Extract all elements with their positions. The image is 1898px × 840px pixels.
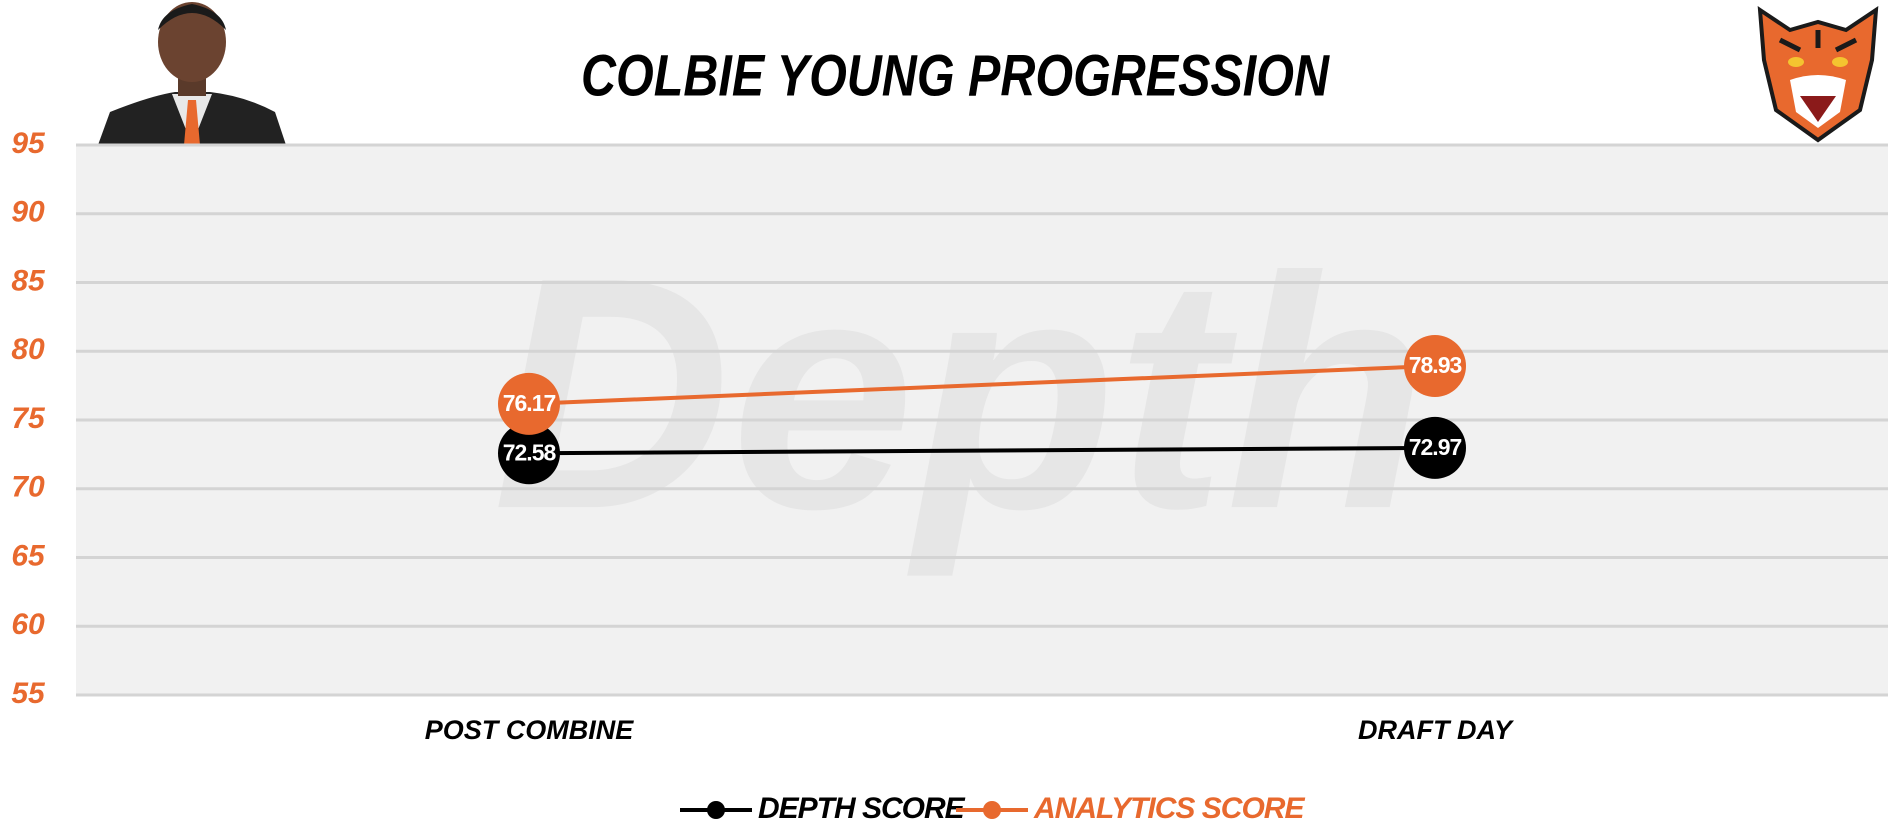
data-label: 78.93 (1409, 352, 1462, 378)
y-tick-label: 90 (11, 196, 45, 229)
data-label: 72.58 (503, 439, 557, 465)
data-label: 76.17 (503, 390, 556, 416)
y-tick-label: 65 (11, 539, 46, 572)
y-tick-label: 85 (11, 264, 46, 297)
data-point (498, 422, 560, 485)
x-tick-label: DRAFT DAY (1358, 715, 1515, 745)
y-tick-label: 70 (11, 471, 45, 504)
data-point (1404, 334, 1466, 397)
data-point (498, 372, 560, 435)
data-label: 72.97 (1409, 434, 1462, 460)
y-tick-label: 95 (11, 127, 46, 160)
legend-label: DEPTH SCORE (758, 792, 966, 825)
y-tick-label: 80 (11, 333, 45, 366)
legend-label: ANALYTICS SCORE (1033, 792, 1305, 825)
player-photo (98, 2, 286, 145)
watermark: Depth (493, 208, 1428, 579)
chart-title: COLBIE YOUNG PROGRESSION (581, 43, 1330, 108)
legend-marker (707, 801, 725, 819)
legend-marker (983, 801, 1001, 819)
y-tick-label: 55 (11, 677, 46, 710)
team-logo (1757, 6, 1879, 143)
x-tick-label: POST COMBINE (425, 715, 635, 745)
y-tick-label: 60 (11, 608, 45, 641)
series-line (528, 363, 1436, 406)
data-point (1404, 416, 1466, 479)
y-tick-label: 75 (11, 402, 46, 435)
series-line (528, 445, 1436, 456)
